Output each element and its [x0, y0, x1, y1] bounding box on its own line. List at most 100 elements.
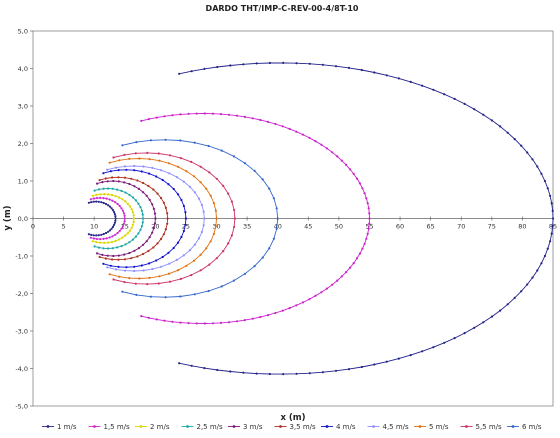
data-point: [320, 143, 323, 146]
data-point: [102, 232, 105, 236]
data-point: [187, 322, 190, 325]
data-point: [373, 363, 376, 366]
data-point: [188, 185, 191, 188]
series-2-m-s: [91, 193, 135, 244]
data-point: [266, 314, 270, 317]
data-point: [193, 191, 196, 194]
data-point: [121, 198, 124, 201]
data-point: [336, 279, 339, 282]
data-point: [308, 298, 311, 301]
data-point: [164, 228, 167, 231]
data-point: [549, 194, 552, 197]
data-point: [105, 237, 108, 240]
data-point: [275, 227, 278, 230]
data-point: [133, 185, 136, 188]
series-4-m-s: [102, 168, 187, 269]
y-tick-label: 5,0: [18, 27, 28, 35]
data-point: [340, 275, 343, 278]
data-point: [243, 115, 246, 118]
data-point: [167, 183, 170, 186]
data-point: [482, 321, 485, 324]
data-point: [325, 147, 328, 150]
data-point: [106, 168, 109, 171]
data-point: [243, 319, 246, 322]
data-point: [111, 235, 114, 238]
data-point: [117, 254, 120, 257]
data-point: [104, 202, 108, 206]
series-outer-1: [178, 61, 555, 376]
data-point: [546, 187, 549, 190]
data-point: [118, 238, 121, 241]
legend-marker: [186, 425, 189, 428]
data-point: [190, 364, 193, 367]
data-point: [107, 204, 110, 207]
data-point: [121, 225, 124, 228]
data-point: [228, 113, 231, 116]
data-point: [133, 164, 136, 168]
data-point: [482, 113, 485, 116]
data-point: [349, 266, 352, 269]
x-tick-label: 5: [62, 223, 66, 231]
data-point: [366, 232, 369, 235]
data-point: [164, 206, 167, 209]
data-point: [358, 182, 361, 185]
legend-label: 1 m/s: [57, 423, 77, 431]
data-point: [163, 319, 166, 322]
data-point: [98, 255, 101, 258]
data-point: [233, 208, 236, 212]
data-point: [536, 269, 539, 272]
data-point: [102, 262, 105, 265]
data-point: [219, 113, 223, 116]
data-point: [147, 249, 150, 253]
data-point: [360, 365, 363, 369]
legend-marker: [418, 425, 422, 428]
data-point: [242, 63, 245, 66]
data-point: [207, 144, 210, 148]
data-point: [106, 180, 109, 183]
data-point: [251, 317, 254, 320]
data-point: [360, 68, 363, 72]
data-point: [209, 194, 212, 197]
x-tick-label: 80: [518, 223, 526, 231]
data-point: [253, 169, 256, 172]
data-point: [102, 187, 105, 190]
data-point: [355, 177, 359, 180]
data-point: [114, 215, 117, 218]
data-point: [110, 227, 113, 230]
data-point: [214, 209, 217, 212]
data-point: [123, 269, 127, 272]
data-point: [117, 180, 120, 183]
data-point: [368, 222, 371, 225]
data-point: [259, 118, 262, 122]
data-point: [102, 237, 105, 240]
data-point: [453, 337, 456, 340]
data-point: [152, 207, 155, 210]
data-point: [268, 247, 271, 250]
data-point: [156, 242, 159, 245]
data-point: [179, 295, 182, 298]
data-point: [124, 243, 127, 246]
data-point: [134, 152, 137, 155]
data-point: [114, 219, 117, 222]
data-point: [421, 84, 424, 87]
data-point: [200, 203, 203, 207]
data-point: [104, 231, 108, 235]
data-point: [164, 296, 167, 299]
data-point: [121, 290, 124, 293]
data-point: [97, 246, 101, 249]
data-point: [128, 182, 131, 186]
data-point: [397, 357, 400, 360]
data-point: [168, 172, 171, 175]
data-point: [355, 257, 359, 260]
data-point: [211, 322, 214, 325]
data-point: [96, 252, 99, 255]
series-2-5-m-s: [93, 187, 145, 250]
legend-item: 3 m/s: [228, 423, 263, 431]
legend-marker: [139, 425, 143, 428]
data-point: [121, 144, 124, 147]
data-point: [116, 188, 119, 191]
data-point: [229, 370, 232, 373]
data-point: [409, 80, 412, 83]
data-point: [288, 307, 291, 310]
